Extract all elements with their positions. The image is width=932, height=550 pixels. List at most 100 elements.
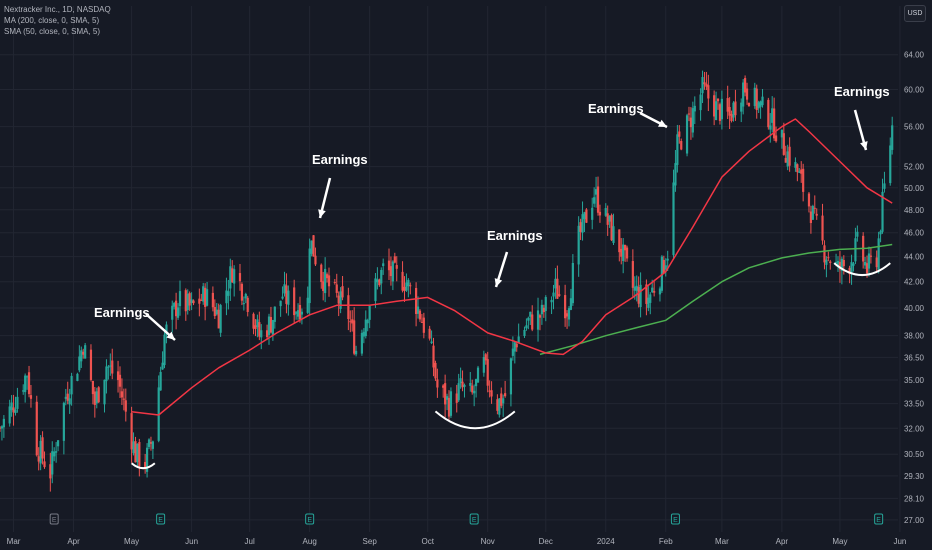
- candle-body: [699, 94, 702, 111]
- candle-body: [821, 215, 824, 241]
- candle-body: [802, 168, 805, 192]
- candle-body: [310, 240, 313, 254]
- candle-body: [281, 296, 284, 299]
- candle-body: [759, 101, 762, 107]
- candle-body: [703, 82, 706, 85]
- candle-body: [577, 225, 580, 265]
- annotation-arrowhead: [658, 119, 667, 127]
- candle-body: [306, 297, 309, 313]
- symbol-title[interactable]: Nextracker Inc., 1D, NASDAQ: [4, 5, 111, 14]
- candle-body: [51, 451, 54, 475]
- candle-body: [687, 113, 691, 115]
- candle-body: [869, 255, 873, 257]
- candle-body: [769, 125, 772, 130]
- x-tick-label: May: [832, 537, 847, 546]
- candle-body: [800, 169, 803, 174]
- x-tick-label: Oct: [421, 537, 434, 546]
- sma50-legend[interactable]: SMA (50, close, 0, SMA, 5): [4, 27, 101, 36]
- candle-body: [43, 461, 46, 468]
- candle-body: [91, 380, 94, 395]
- candle-body: [300, 311, 304, 315]
- candle-body: [136, 443, 139, 463]
- candle-body: [773, 108, 776, 139]
- candle-body: [840, 258, 843, 271]
- candle-body: [314, 255, 317, 265]
- candle-body: [12, 407, 15, 413]
- y-tick-label: 36.50: [904, 353, 925, 362]
- candle-body: [852, 263, 855, 266]
- candle-body: [854, 238, 857, 262]
- candle-body: [635, 285, 638, 291]
- y-tick-label: 64.00: [904, 51, 925, 60]
- candle-body: [271, 319, 274, 335]
- candle-body: [829, 261, 832, 264]
- earnings-marker: [49, 513, 59, 525]
- candle-body: [393, 256, 396, 263]
- x-tick-label: Apr: [67, 537, 80, 546]
- candle-body: [175, 300, 178, 317]
- ma200-legend[interactable]: MA (200, close, 0, SMA, 5): [4, 16, 100, 25]
- candle-body: [416, 306, 420, 314]
- earnings-marker-label: E: [472, 517, 477, 524]
- candle-body: [565, 313, 569, 317]
- candle-body: [134, 441, 137, 463]
- currency-button[interactable]: USD: [904, 5, 926, 22]
- x-tick-label: Aug: [303, 537, 317, 546]
- candle-body: [513, 342, 516, 352]
- candle-body: [774, 135, 778, 142]
- candle-body: [620, 248, 623, 257]
- candle-body: [556, 278, 559, 299]
- candle-body: [308, 248, 311, 304]
- candle-body: [579, 222, 582, 232]
- earnings-marker-label: E: [673, 517, 678, 524]
- candle-body: [364, 319, 367, 337]
- y-tick-label: 33.50: [904, 400, 925, 409]
- candle-body: [865, 263, 869, 274]
- candle-body: [395, 265, 398, 269]
- earnings-marker-label: E: [52, 517, 57, 524]
- candle-body: [78, 356, 81, 371]
- candle-body: [848, 267, 851, 275]
- candle-body: [645, 284, 648, 304]
- candle-body: [515, 343, 518, 348]
- candle-body: [540, 304, 543, 315]
- candle-body: [231, 268, 234, 283]
- candle-body: [403, 286, 406, 292]
- candle-body: [84, 345, 87, 359]
- candle-body: [809, 211, 813, 224]
- candle-body: [111, 360, 114, 374]
- candle-body: [730, 114, 733, 121]
- candle-body: [159, 371, 162, 391]
- candle-body: [834, 262, 838, 264]
- candle-body: [405, 282, 408, 291]
- candle-body: [649, 294, 652, 303]
- candle-body: [256, 319, 259, 328]
- candle-body: [674, 163, 677, 186]
- candle-body: [525, 325, 528, 329]
- y-tick-label: 40.00: [904, 304, 925, 313]
- candle-body: [550, 299, 553, 303]
- y-tick-label: 52.00: [904, 163, 925, 172]
- earnings-label-nov: Earnings: [487, 228, 543, 243]
- annotation-arrowhead: [166, 331, 175, 340]
- candle-body: [705, 83, 708, 87]
- candle-body: [653, 291, 656, 293]
- candle-body: [678, 131, 681, 137]
- candle-body: [457, 383, 460, 401]
- earnings-label-may: Earnings: [94, 305, 150, 320]
- candle-body: [120, 391, 124, 398]
- candle-body: [41, 437, 44, 459]
- candle-body: [856, 231, 859, 237]
- candle-body: [558, 294, 561, 296]
- candle-body: [233, 269, 236, 284]
- candle-body: [511, 348, 514, 356]
- candle-body: [93, 391, 96, 405]
- candle-body: [118, 374, 122, 387]
- candle-body: [380, 269, 383, 284]
- chart-legend: Nextracker Inc., 1D, NASDAQ MA (200, clo…: [4, 4, 111, 37]
- candle-body: [732, 102, 735, 118]
- candle-body: [341, 286, 344, 298]
- candle-body: [753, 87, 756, 107]
- candle-body: [672, 182, 675, 256]
